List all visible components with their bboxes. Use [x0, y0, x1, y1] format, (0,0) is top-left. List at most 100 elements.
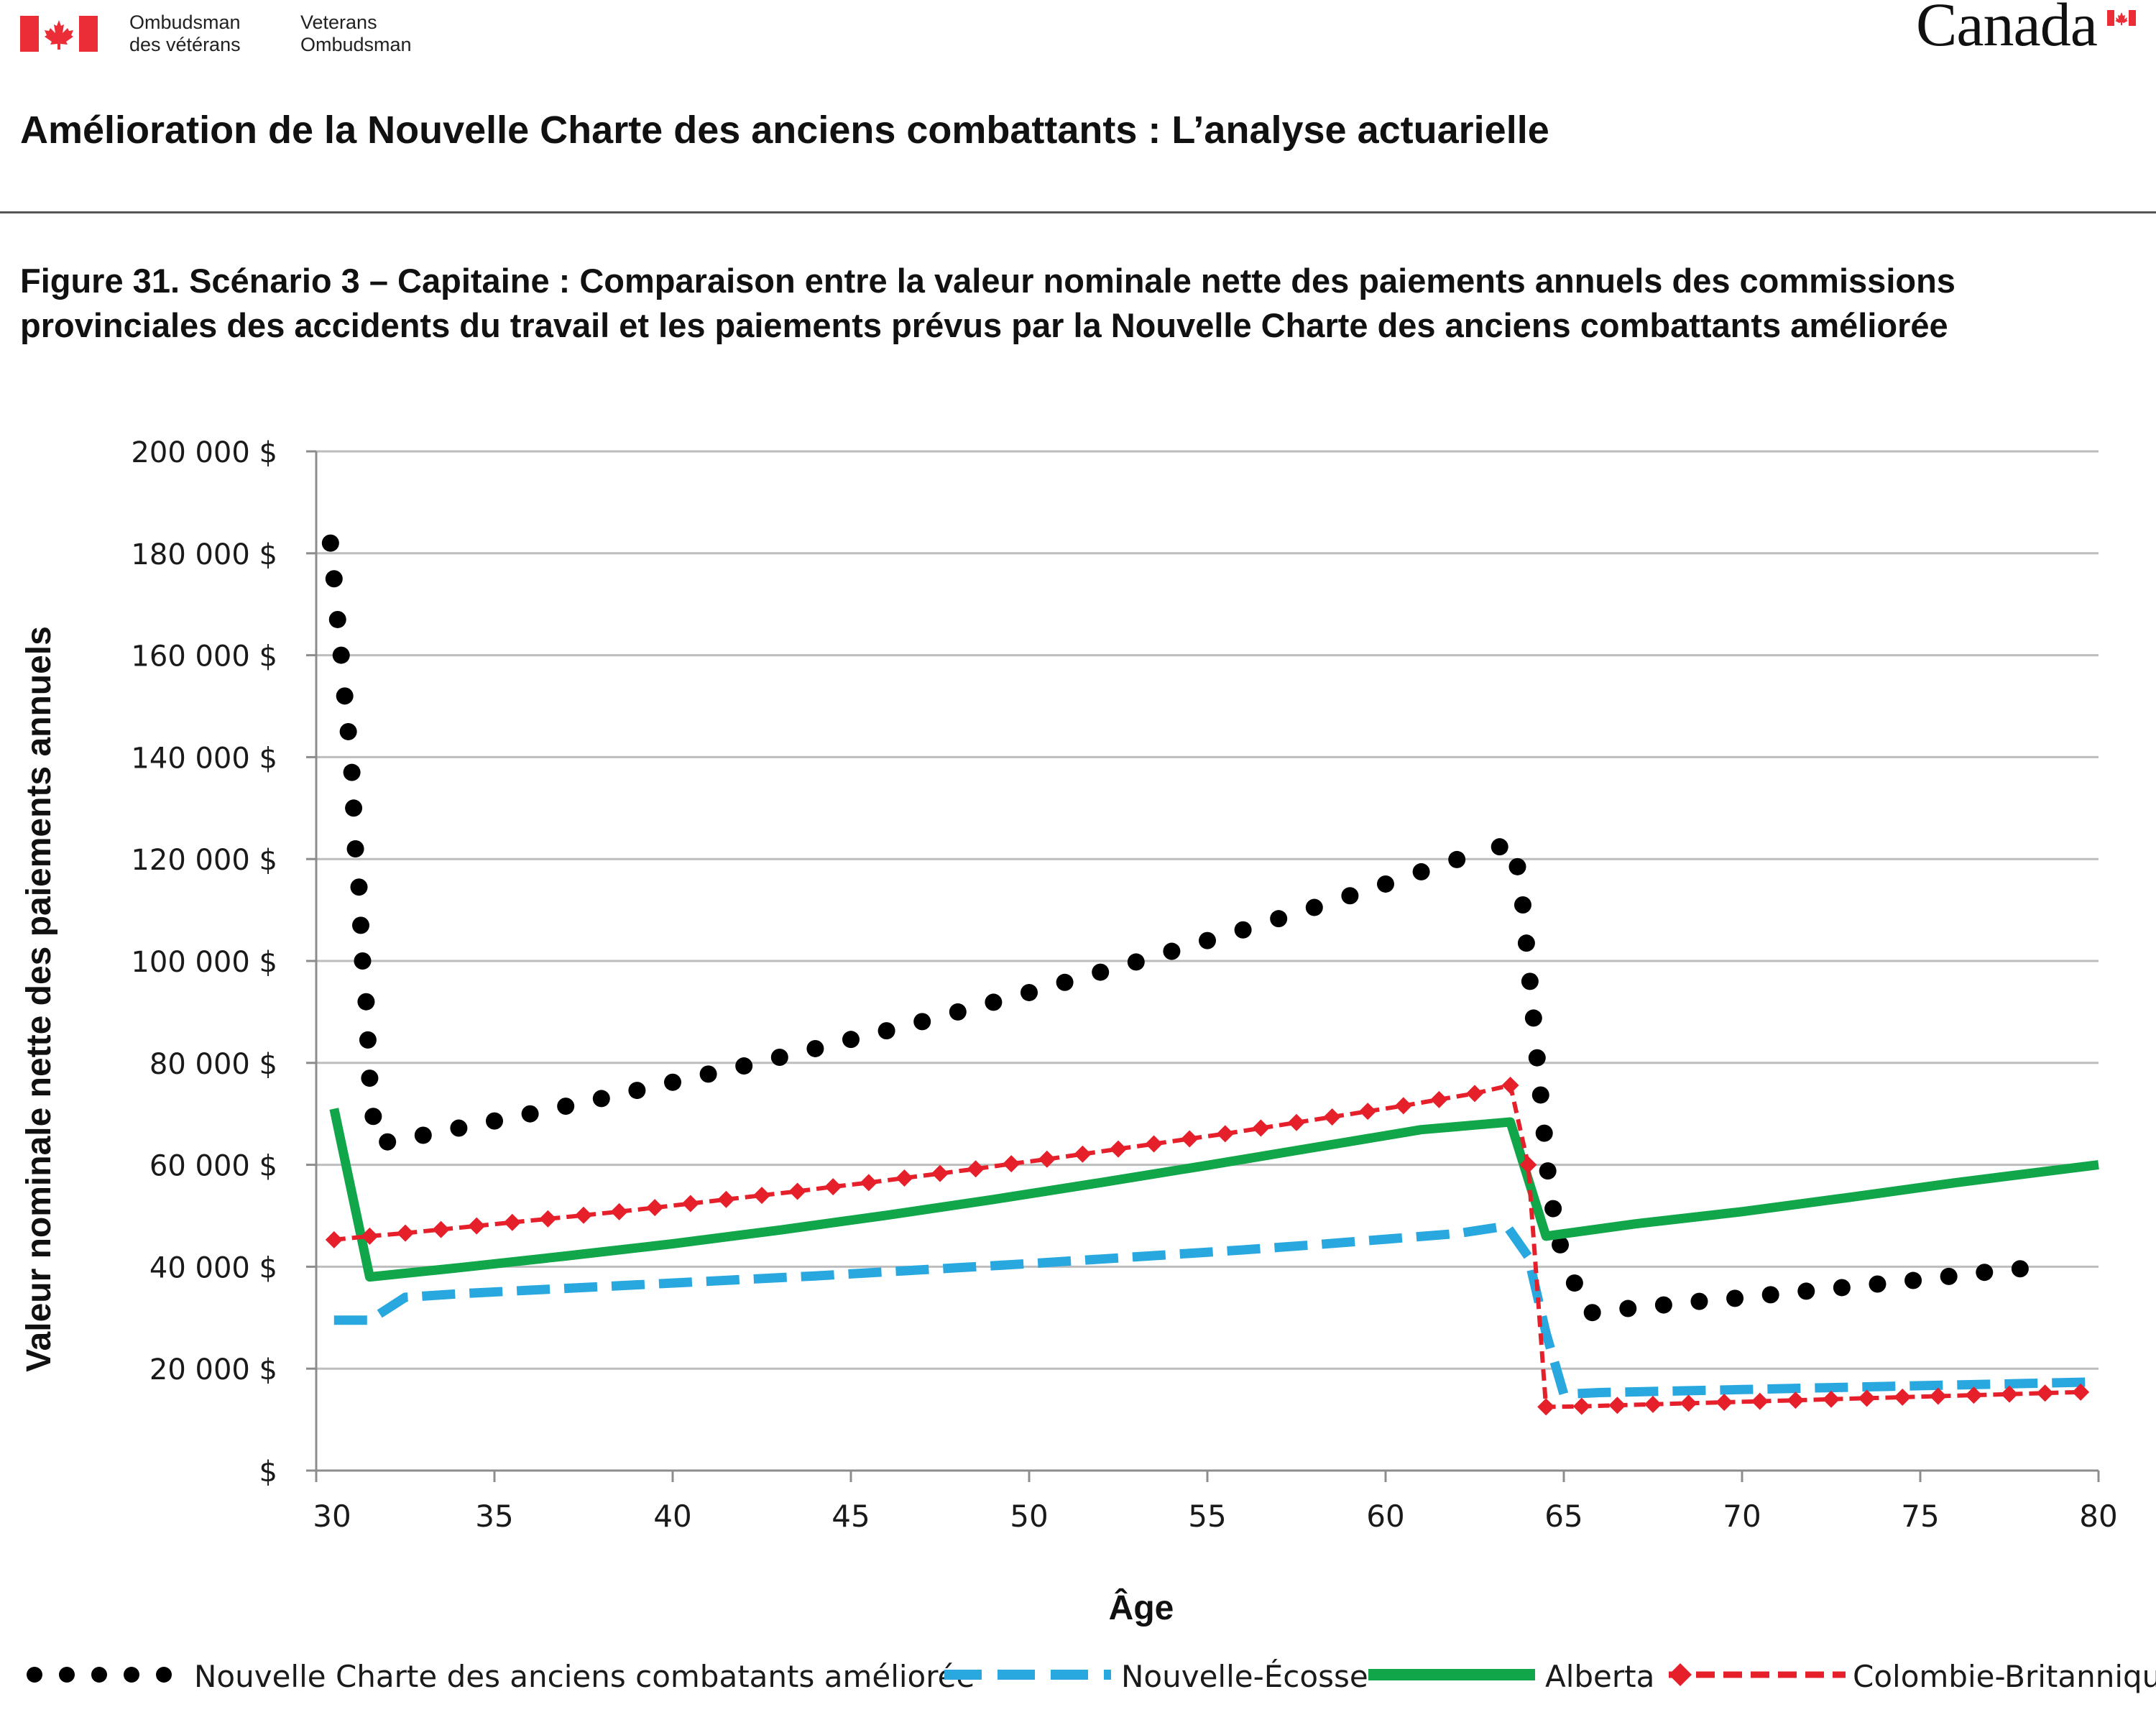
data-point	[1583, 1304, 1601, 1322]
data-point	[346, 840, 364, 858]
data-point	[592, 1090, 610, 1108]
data-point	[1305, 898, 1323, 916]
data-point	[699, 1065, 717, 1083]
document-title: Amélioration de la Nouvelle Charte des a…	[20, 109, 1549, 152]
data-point	[1199, 932, 1216, 949]
data-point	[1608, 1397, 1626, 1414]
data-point	[1858, 1389, 1876, 1407]
department-name-fr: Ombudsman des vétérans	[129, 12, 241, 56]
data-point	[468, 1217, 486, 1235]
axis-layer: $20 000 $ 40 000 $ 60 000 $ 80 000 $ 100 000…	[131, 436, 2117, 1534]
data-point	[1680, 1394, 1697, 1412]
legend-label: Alberta	[1545, 1659, 1655, 1694]
canada-wordmark-text: Canada	[1916, 0, 2098, 59]
data-point	[1491, 838, 1508, 856]
data-point	[1359, 1103, 1377, 1121]
data-point	[352, 916, 369, 934]
data-point	[350, 878, 368, 896]
data-point	[1501, 1076, 1519, 1094]
legend-item-nouvelle-charte: Nouvelle Charte des anciens combatants a…	[20, 1653, 975, 1696]
data-point	[1537, 1398, 1555, 1416]
y-tick-label: 80 000 $	[149, 1048, 277, 1081]
legend-item-alberta: Alberta	[1365, 1653, 1655, 1696]
data-point	[1940, 1267, 1958, 1285]
data-point	[325, 1230, 343, 1248]
y-tick-label: 160 000 $	[131, 640, 277, 673]
series-nouvelle-cosse	[333, 1221, 2099, 1399]
x-tick-label: 75	[1901, 1499, 1939, 1534]
data-point	[735, 1057, 753, 1075]
data-point	[1021, 983, 1038, 1001]
data-point	[860, 1174, 877, 1192]
data-point	[1519, 1156, 1537, 1174]
x-tick-label: 45	[831, 1499, 870, 1534]
data-point	[1430, 1090, 1448, 1108]
legend-item-colombie-britannique: Colombie-Britannique	[1664, 1653, 2156, 1696]
data-point	[1929, 1387, 1947, 1405]
legend-label: Nouvelle-Écosse	[1121, 1659, 1368, 1694]
data-point	[557, 1098, 575, 1116]
data-point	[1544, 1200, 1562, 1218]
data-point	[357, 993, 375, 1011]
data-point	[1110, 1140, 1127, 1158]
data-point	[432, 1220, 450, 1238]
legend-solid-swatch-icon	[1368, 1669, 1535, 1680]
data-point	[646, 1199, 664, 1217]
y-tick-label: 200 000 $	[131, 436, 277, 469]
data-point	[949, 1003, 967, 1021]
data-point	[1163, 942, 1181, 960]
data-point	[1038, 1150, 1056, 1168]
data-point	[1412, 862, 1430, 880]
data-point	[1654, 1296, 1672, 1314]
data-point	[1535, 1124, 1553, 1142]
data-point	[1528, 1049, 1546, 1067]
data-point	[1751, 1392, 1769, 1410]
data-point	[664, 1073, 681, 1091]
data-point	[753, 1187, 770, 1205]
data-point	[1448, 850, 1466, 868]
data-point	[539, 1210, 557, 1228]
series-line	[333, 1082, 2081, 1409]
data-point	[1508, 857, 1526, 875]
data-point	[1797, 1282, 1815, 1300]
data-point	[361, 1227, 379, 1245]
canada-flag-icon	[20, 16, 98, 52]
data-point	[325, 570, 343, 588]
data-point	[321, 534, 339, 552]
series-alberta	[329, 1108, 2099, 1282]
data-point	[1965, 1386, 1983, 1404]
data-point	[1377, 875, 1394, 893]
data-point	[1539, 1162, 1557, 1180]
data-point	[1690, 1292, 1708, 1310]
data-point	[2072, 1383, 2090, 1401]
data-point	[2036, 1384, 2054, 1402]
data-point	[788, 1182, 806, 1200]
data-point	[1394, 1097, 1412, 1115]
data-point	[1074, 1145, 1092, 1163]
legend-item-nouvelle-ecosse: Nouvelle-Écosse	[941, 1653, 1373, 1696]
x-tick-label: 35	[475, 1499, 513, 1534]
data-point	[343, 763, 361, 781]
data-point	[1521, 972, 1539, 990]
data-point	[681, 1195, 699, 1213]
x-tick-label: 40	[653, 1499, 691, 1534]
y-axis-label: Valeur nominale nette des paiements annu…	[20, 626, 58, 1372]
data-point	[806, 1039, 824, 1057]
data-point	[397, 1224, 414, 1242]
data-point	[913, 1013, 931, 1031]
data-point	[1234, 921, 1252, 939]
page-header: Ombudsman des vétérans Veterans Ombudsma…	[0, 0, 2156, 79]
data-point	[1181, 1130, 1199, 1148]
department-name-fr-line2: des vétérans	[129, 34, 241, 55]
data-point	[486, 1112, 503, 1130]
data-point	[628, 1082, 646, 1100]
data-point	[967, 1160, 985, 1178]
y-tick-label: 180 000 $	[131, 538, 277, 571]
y-tick-label: 100 000 $	[131, 946, 277, 979]
data-point	[2011, 1260, 2029, 1278]
data-point	[1092, 963, 1110, 981]
data-point	[1288, 1113, 1305, 1131]
y-tick-label: 20 000 $	[149, 1353, 277, 1386]
data-point	[1715, 1393, 1733, 1411]
line-chart: $20 000 $ 40 000 $ 60 000 $ 80 000 $ 100 000…	[20, 436, 2118, 1627]
